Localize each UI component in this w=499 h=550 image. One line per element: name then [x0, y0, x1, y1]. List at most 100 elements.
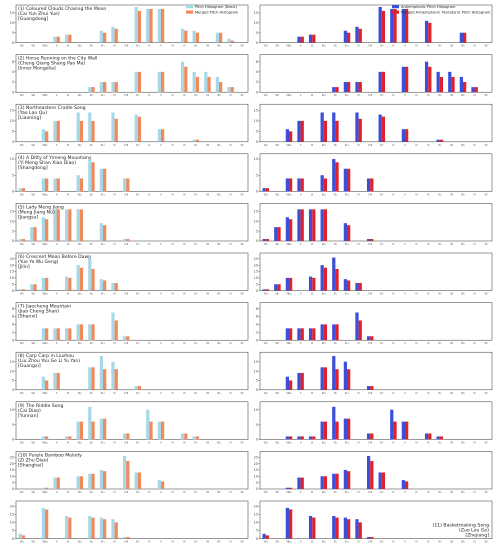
panel-4-title-line-2: [Shangdong] [18, 165, 48, 171]
panel-5-right-xtick-2: Ⅶb₁ [286, 242, 292, 246]
panel-2-right-xtick-10: Ⅳ♯ [380, 93, 384, 97]
panel-11-left-bar-a-2 [41, 507, 45, 539]
panel-6-right-frame [259, 252, 493, 291]
panel-11-right-ytick-0: 0 [256, 537, 258, 541]
panel-6-left-xtick-19: ⅡV [241, 292, 244, 296]
panel-2-left-xtick-6: Ⅲ₁ [90, 93, 93, 97]
panel-10-left-xtick-6: Ⅲ₁ [90, 490, 93, 494]
panel-9-right-xtick-10: Ⅳ♯ [380, 440, 384, 444]
panel-6-right-bar-a-2 [285, 277, 289, 291]
panel-6-left-xtick-10: Ⅳ♯ [136, 292, 140, 296]
panel-10-right-xtick-13: Ⅴ♯ [415, 490, 419, 494]
panel-2-right-xtick-14: Ⅵ [427, 93, 430, 97]
panel-5-right-xtick-7: Ⅲ♭₁ [345, 242, 349, 246]
panel-11-left-xtick-19: ⅡV [241, 540, 244, 544]
panel-7-right-frame [259, 302, 493, 341]
panel-1-left-ytick-1: 5 [12, 31, 14, 35]
panel-1-left-xtick-12: Ⅴ [160, 44, 162, 48]
panel-7-right-xtick-16: Ⅶ [450, 341, 453, 345]
panel-5-right-xtick-6: Ⅲ₁ [334, 242, 337, 246]
panel-3-right-bar-a-2 [285, 129, 289, 142]
panel-11-right-bar-b-2 [289, 509, 293, 539]
panel-1-right-bar-a-8 [355, 26, 359, 43]
panel-9-left-xtick-5: Ⅱb₁ [78, 440, 82, 444]
panel-8-right-xtick-4: ⅡⅠ [311, 391, 313, 395]
panel-10-right-bar-b-3 [300, 477, 304, 489]
panel-6-left-xtick-1: Ⅶ₁ [31, 292, 35, 296]
panel-4-title-line-1: (Yi Meng Shan Xiao Diao) [18, 160, 76, 166]
panel-5-right-xtick-13: Ⅴ♯ [415, 242, 419, 246]
panel-3-right-xtick-11: Ⅴ♭ [392, 143, 396, 147]
panel-2-left-ytick-0: 0 [12, 90, 14, 94]
panel-3-right-xtick-0: ⅥI₁ [264, 143, 268, 147]
panel-5-right-bar-a-9 [366, 239, 371, 241]
panel-10-left-ytick-0: 0 [12, 487, 14, 491]
panel-1-left-xtick-15: Ⅵ♭ [194, 44, 198, 48]
panel-7-left-bar-a-4 [64, 328, 69, 341]
panel-9-right-bar-b-7 [347, 418, 351, 440]
panel-3-right-ytick-2: 10 [254, 119, 258, 123]
panel-7-right-bar-a-9 [366, 336, 371, 341]
panel-11-right-bar-b-8 [358, 522, 362, 539]
panel-6-left-xtick-6: Ⅲ₁ [90, 292, 93, 296]
panel-1-right-xtick-3: ⅠⅠ [300, 44, 302, 48]
panel-11-left-xtick-4: ⅡⅠ [67, 540, 69, 544]
panel-2-left-bar-b-15 [195, 76, 200, 93]
panel-5-left-bar-b-9 [126, 239, 130, 241]
panel-10-left-xtick-15: Ⅵ♭ [194, 490, 198, 494]
panel-2-left-xtick-19: ⅡV [241, 93, 244, 97]
panel-9-left-xtick-7: Ⅲ♭₁ [101, 440, 105, 444]
panel-6-right-bar-a-4 [308, 276, 313, 291]
panel-7-title-line-1: (Jiao Cheng Shan) [18, 309, 59, 315]
panel-7-right-bar-b-9 [370, 336, 374, 341]
panel-2-left-xtick-2: Ⅶb₁ [42, 93, 48, 97]
panel-9-right-xtick-1: Ⅶ₁ [275, 440, 279, 444]
panel-1-left-xtick-0: ⅥI₁ [20, 44, 24, 48]
panel-7-left-ytick-2: 4 [12, 323, 14, 327]
panel-1-right-bar-b-8 [358, 28, 362, 43]
panel-5-right-xtick-18: ⅠV [473, 242, 476, 246]
panel-5-left-bar-b-7 [103, 225, 107, 241]
panel-10-left-xtick-14: Ⅵ [183, 490, 186, 494]
panel-6-left-xtick-18: ⅠV [229, 292, 232, 296]
panel-6-left-ytick-3: 15 [10, 270, 14, 274]
panel-9-right-bar-b-5 [323, 421, 328, 440]
panel-9-right-xtick-11: Ⅴ♭ [392, 440, 396, 444]
panel-4-left-bar-b-0 [21, 188, 26, 192]
panel-7-left-xtick-13: Ⅴ♯ [171, 341, 175, 345]
panel-3-right-bar-a-10 [378, 114, 382, 142]
panel-4-right-bar-b-5 [323, 178, 328, 192]
panel-9-left-xtick-14: Ⅵ [183, 440, 186, 444]
panel-2-right-ytick-0: 0 [256, 90, 258, 94]
panel-11-right-bar-a-6 [332, 515, 336, 539]
panel-9-left-xtick-9: ⅣⅡ [124, 440, 128, 444]
panel-6-left-bar-b-5 [79, 267, 84, 291]
panel-7-right-xtick-10: Ⅳ♯ [380, 341, 384, 345]
panel-2-right-bar-a-6 [332, 87, 336, 93]
panel-6-right-bar-b-1 [277, 284, 281, 291]
panel-7-right-bar-b-2 [289, 328, 293, 341]
panel-9-left-bar-b-9 [126, 433, 130, 440]
panel-3-left-ytick-3: 15 [10, 109, 14, 113]
panel-2-right-xtick-8: ⅠⅤ [357, 93, 360, 97]
panel-2-left-xtick-3: ⅠⅠ [56, 93, 58, 97]
panel-6-left-bar-a-5 [76, 265, 80, 291]
panel-10-right-xtick-16: Ⅶ [450, 490, 453, 494]
panel-10-right-ytick-2: 10 [254, 474, 258, 478]
panel-10-left-bar-b-5 [79, 476, 84, 489]
panel-2-right-xtick-1: Ⅶ₁ [275, 93, 279, 97]
panel-7-right-ytick-0: 0 [256, 338, 258, 342]
panel-1-right-xtick-19: ⅡV [485, 44, 488, 48]
panel-1-left-xtick-13: Ⅴ♯ [171, 44, 175, 48]
panel-4-left-xtick-6: Ⅲ₁ [90, 192, 93, 196]
panel-9-right-xtick-6: Ⅲ₁ [334, 440, 337, 444]
panel-1-right-xtick-5: Ⅱb₁ [322, 44, 326, 48]
panel-10-right-bar-b-12 [405, 481, 409, 489]
panel-8-left-xtick-18: ⅠV [229, 391, 232, 395]
panel-1-right-bar-a-3 [297, 36, 301, 43]
panel-3-right-bar-b-10 [381, 116, 386, 142]
panel-3-left-xtick-4: ⅡⅠ [67, 143, 69, 147]
panel-10-left-bar-a-10 [134, 472, 138, 489]
panel-9-right-xtick-16: Ⅶ [450, 440, 453, 444]
panel-11-left-xtick-11: Ⅴ♭ [148, 540, 152, 544]
